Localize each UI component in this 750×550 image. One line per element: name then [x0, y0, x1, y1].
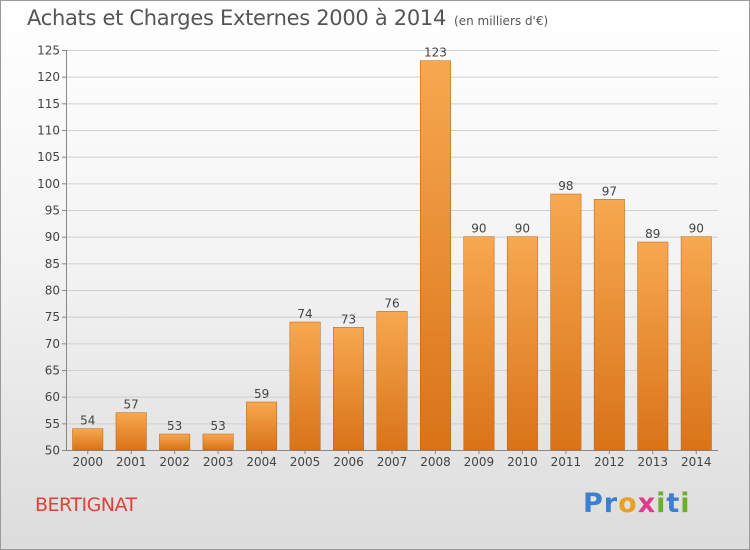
bar: [593, 199, 625, 451]
bar: [159, 433, 191, 451]
data-label: 73: [341, 312, 356, 326]
x-tick-label: 2004: [246, 455, 277, 469]
chart-title: Achats et Charges Externes 2000 à 2014 (e…: [27, 6, 548, 30]
bar: [637, 241, 669, 451]
data-label: 76: [384, 296, 399, 310]
x-tick-label: 2000: [72, 455, 103, 469]
logo-letter: i: [680, 488, 691, 519]
x-tick-label: 2006: [333, 455, 364, 469]
x-tick-label: 2007: [377, 455, 408, 469]
data-label: 53: [167, 419, 182, 433]
bar: [246, 401, 278, 451]
data-label: 53: [210, 419, 225, 433]
bar: [333, 327, 364, 451]
y-tick-label: 125: [37, 44, 60, 58]
y-tick-label: 70: [45, 337, 60, 351]
data-label: 59: [254, 387, 269, 401]
bar: [420, 60, 451, 451]
logo-letter: i: [656, 488, 667, 519]
data-label: 90: [471, 222, 486, 236]
y-tick-label: 80: [45, 284, 60, 298]
y-tick-label: 75: [45, 310, 60, 324]
x-tick-label: 2012: [594, 455, 625, 469]
data-label: 98: [558, 179, 573, 193]
bar: [289, 321, 321, 451]
bar: [376, 311, 408, 451]
x-tick-label: 2001: [116, 455, 147, 469]
y-tick-label: 110: [37, 124, 60, 138]
y-tick-label: 115: [37, 97, 60, 111]
chart-title-text: Achats et Charges Externes 2000 à 2014: [27, 6, 447, 30]
x-tick-label: 2013: [638, 455, 669, 469]
x-tick-label: 2010: [507, 455, 538, 469]
data-label: 74: [297, 307, 312, 321]
x-tick-label: 2003: [203, 455, 234, 469]
bar: [202, 433, 234, 451]
y-tick-label: 105: [37, 150, 60, 164]
bar: [72, 428, 104, 451]
bar: [680, 236, 712, 451]
labels: 50 55 60 65 70 75 80 85 90 95 100 105 110 115 120 125 20…: [37, 44, 711, 470]
logo-letter: r: [603, 488, 619, 519]
x-tick-label: 2005: [290, 455, 321, 469]
x-tick-label: 2011: [551, 455, 582, 469]
logo-letter: x: [637, 488, 657, 519]
y-tick-label: 120: [37, 70, 60, 84]
y-tick-label: 50: [45, 444, 60, 458]
y-tick-label: 90: [45, 230, 60, 244]
y-tick-label: 100: [37, 177, 60, 191]
bar: [115, 412, 147, 451]
data-label: 57: [124, 398, 139, 412]
bar: [463, 236, 495, 451]
data-label: 89: [645, 227, 660, 241]
bar: [550, 193, 582, 451]
bar: [506, 236, 538, 451]
y-tick-label: 60: [45, 390, 60, 404]
x-tick-label: 2008: [420, 455, 451, 469]
y-tick-label: 85: [45, 257, 60, 271]
proxiti-logo[interactable]: Proxiti: [583, 488, 691, 519]
x-tick-label: 2002: [159, 455, 190, 469]
data-label: 123: [424, 46, 447, 60]
x-tick-label: 2009: [464, 455, 495, 469]
logo-letter: t: [666, 488, 681, 519]
axes: [62, 50, 718, 454]
y-tick-label: 95: [45, 204, 60, 218]
y-tick-label: 55: [45, 417, 60, 431]
logo-letter: o: [618, 488, 638, 519]
x-tick-label: 2014: [681, 455, 712, 469]
data-label: 90: [689, 222, 704, 236]
bars: [72, 60, 712, 451]
commune-name: BERTIGNAT: [35, 494, 137, 516]
y-tick-label: 65: [45, 364, 60, 378]
chart-unit: (en milliers d'€): [454, 14, 549, 28]
logo-letter: P: [583, 488, 604, 519]
data-label: 97: [602, 184, 617, 198]
data-label: 90: [515, 222, 530, 236]
data-label: 54: [80, 414, 95, 428]
